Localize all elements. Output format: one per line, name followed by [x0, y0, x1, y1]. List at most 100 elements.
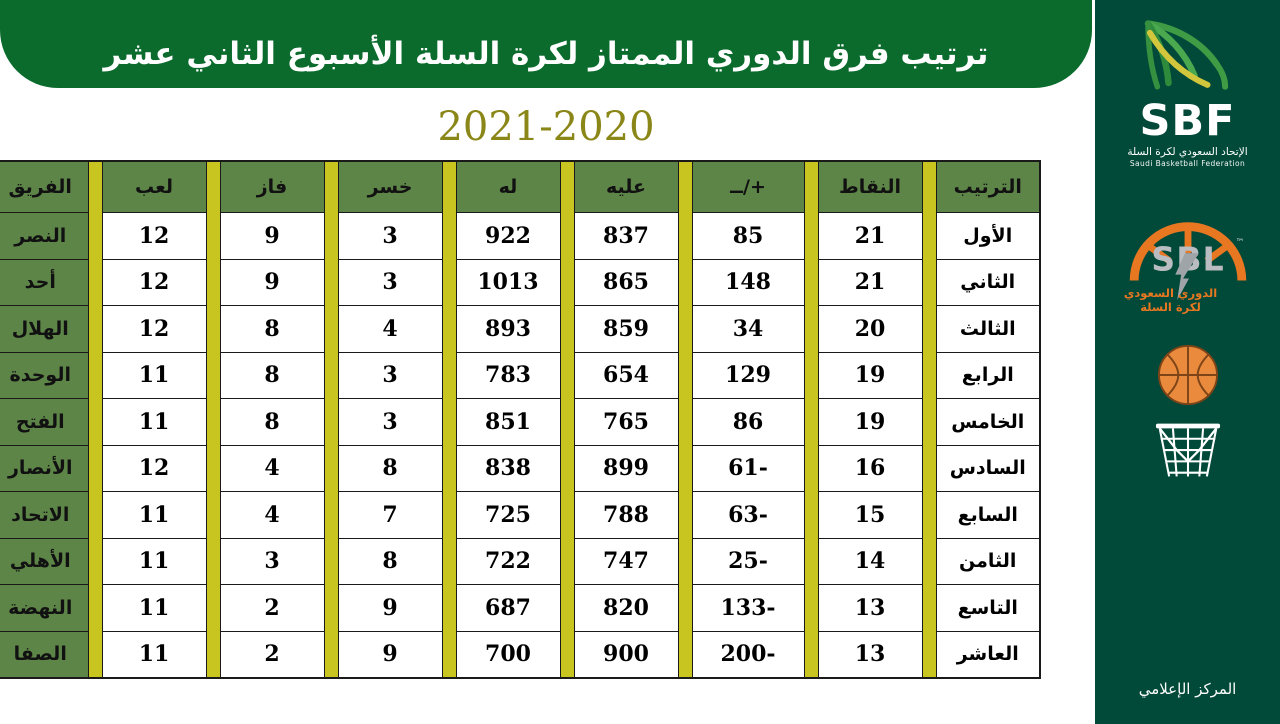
column-separator — [323, 491, 339, 538]
cell-points: 21 — [817, 212, 923, 260]
media-center-label: المركز الإعلامي — [1138, 680, 1237, 698]
column-separator — [921, 631, 937, 678]
column-separator — [205, 491, 221, 538]
cell-played: 11 — [101, 537, 207, 585]
cell-for: 922 — [455, 212, 561, 260]
column-header-diff: +/ــ — [691, 160, 805, 213]
column-separator — [205, 584, 221, 631]
column-separator — [803, 259, 819, 306]
cell-won: 9 — [219, 212, 325, 260]
cell-played: 11 — [101, 351, 207, 399]
column-separator — [87, 491, 103, 538]
column-separator — [323, 538, 339, 585]
column-separator — [559, 161, 575, 213]
column-separator — [323, 445, 339, 492]
standings-table-body: الأول 21 85 837 922 3 9 12 النصر الثاني 21 148 865 10… — [0, 212, 1041, 679]
column-separator — [677, 445, 693, 492]
column-separator — [205, 445, 221, 492]
cell-lost: 9 — [337, 584, 443, 632]
cell-won: 4 — [219, 491, 325, 539]
cell-against: 765 — [573, 398, 679, 446]
table-row: الأول 21 85 837 922 3 9 12 النصر — [0, 212, 1041, 260]
cell-diff: 34 — [691, 305, 805, 353]
cell-diff: 129 — [691, 351, 805, 399]
cell-played: 12 — [101, 258, 207, 306]
cell-for: 893 — [455, 305, 561, 353]
column-separator — [323, 212, 339, 259]
column-separator — [323, 161, 339, 213]
cell-against: 747 — [573, 537, 679, 585]
column-separator — [87, 538, 103, 585]
column-separator — [87, 352, 103, 399]
cell-diff: 148 — [691, 258, 805, 306]
column-separator — [677, 259, 693, 306]
cell-rank: العاشر — [935, 630, 1041, 679]
column-separator — [87, 584, 103, 631]
cell-lost: 9 — [337, 630, 443, 679]
cell-diff: -133 — [691, 584, 805, 632]
column-separator — [205, 161, 221, 213]
season-label: 2021-2020 — [437, 104, 655, 150]
table-header-row: الترتيب النقاط +/ــ عليه له خسر فاز لعب … — [0, 160, 1041, 213]
column-separator — [921, 445, 937, 492]
column-separator — [559, 305, 575, 352]
column-header-lost: خسر — [337, 160, 443, 213]
cell-rank: السابع — [935, 491, 1041, 539]
cell-for: 783 — [455, 351, 561, 399]
column-header-against: عليه — [573, 160, 679, 213]
column-separator — [323, 352, 339, 399]
column-separator — [205, 538, 221, 585]
cell-against: 654 — [573, 351, 679, 399]
cell-won: 2 — [219, 630, 325, 679]
cell-points: 19 — [817, 398, 923, 446]
cell-points: 16 — [817, 444, 923, 492]
cell-played: 11 — [101, 398, 207, 446]
cell-won: 8 — [219, 351, 325, 399]
cell-against: 837 — [573, 212, 679, 260]
page-title: ترتيب فرق الدوري الممتاز لكرة السلة الأس… — [103, 36, 989, 73]
column-header-won: فاز — [219, 160, 325, 213]
column-separator — [921, 161, 937, 213]
sbf-arabic-name: الإتحاد السعودي لكرة السلة — [1127, 146, 1248, 158]
basketball-icon — [1157, 345, 1218, 406]
column-separator — [921, 538, 937, 585]
basketball-hoop-icon — [1155, 423, 1220, 477]
table-row: السابع 15 -63 788 725 7 4 11 الاتحاد — [0, 491, 1041, 539]
column-separator — [803, 352, 819, 399]
column-separator — [441, 259, 457, 306]
column-separator — [921, 398, 937, 445]
column-separator — [559, 491, 575, 538]
cell-diff: -61 — [691, 444, 805, 492]
column-separator — [87, 259, 103, 306]
column-header-for: له — [455, 160, 561, 213]
column-separator — [323, 631, 339, 678]
cell-diff: -25 — [691, 537, 805, 585]
column-separator — [441, 584, 457, 631]
column-separator — [441, 538, 457, 585]
cell-won: 9 — [219, 258, 325, 306]
table-row: الثالث 20 34 859 893 4 8 12 الهلال — [0, 305, 1041, 353]
cell-for: 700 — [455, 630, 561, 679]
column-separator — [803, 538, 819, 585]
cell-points: 19 — [817, 351, 923, 399]
standings-table: الترتيب النقاط +/ــ عليه له خسر فاز لعب … — [0, 160, 1041, 679]
cell-won: 8 — [219, 398, 325, 446]
cell-lost: 3 — [337, 398, 443, 446]
cell-diff: 86 — [691, 398, 805, 446]
column-separator — [87, 305, 103, 352]
cell-team: الهلال — [0, 305, 89, 353]
cell-for: 1013 — [455, 258, 561, 306]
column-separator — [87, 161, 103, 213]
cell-played: 11 — [101, 630, 207, 679]
column-separator — [803, 491, 819, 538]
cell-won: 8 — [219, 305, 325, 353]
column-separator — [921, 584, 937, 631]
column-separator — [87, 631, 103, 678]
cell-played: 11 — [101, 491, 207, 539]
column-separator — [559, 259, 575, 306]
column-separator — [205, 398, 221, 445]
column-separator — [803, 161, 819, 213]
sbf-wordmark: SBF — [1139, 96, 1236, 146]
cell-lost: 3 — [337, 258, 443, 306]
table-row: التاسع 13 -133 820 687 9 2 11 النهضة — [0, 584, 1041, 632]
